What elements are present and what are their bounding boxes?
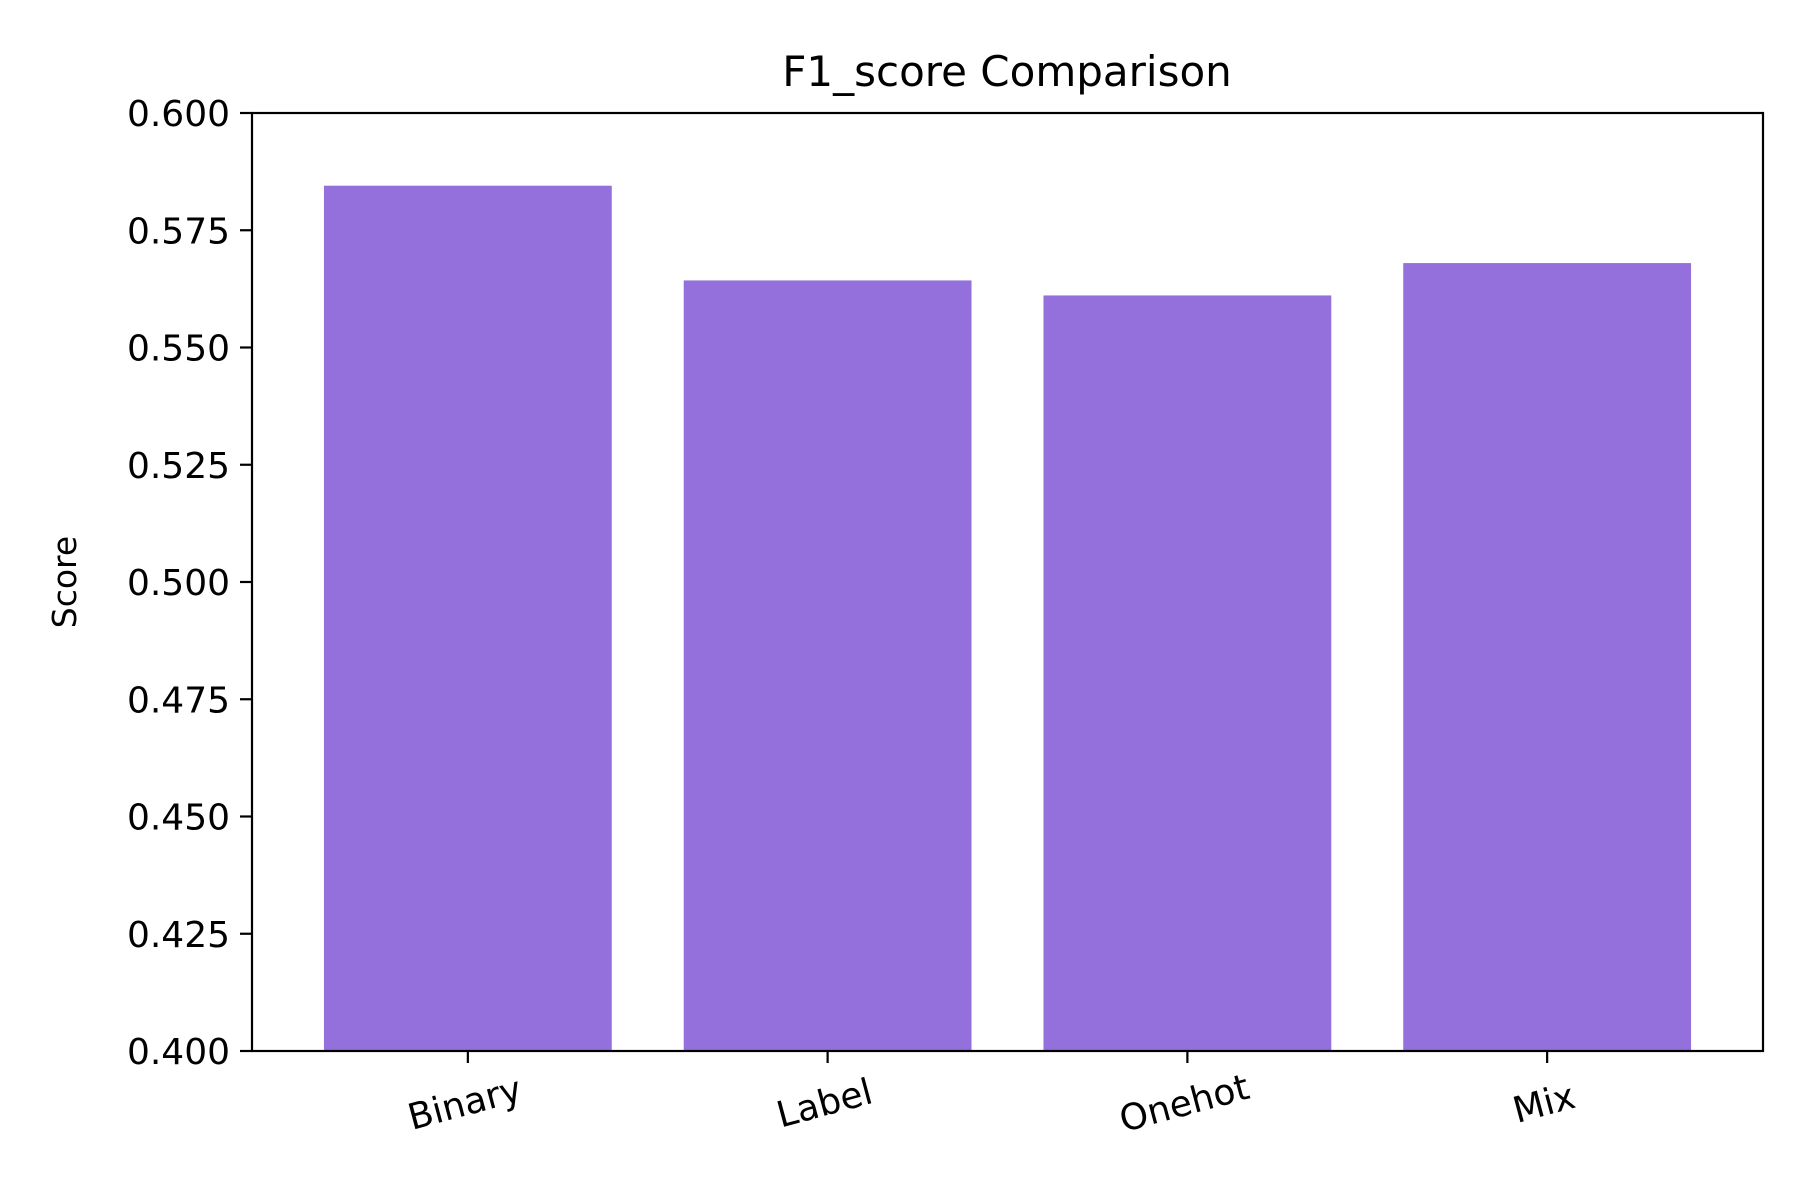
- y-axis: 0.400 0.425 0.450 0.475 0.500 0.525 0.550 0.575…: [127, 94, 252, 1073]
- y-axis-label: Score: [45, 536, 84, 628]
- y-tick-label: 0.450: [127, 798, 230, 839]
- bars-layer: [323, 185, 1692, 1052]
- y-tick-label: 0.400: [127, 1032, 230, 1073]
- bar-label: [683, 280, 972, 1052]
- y-tick-label: 0.525: [127, 446, 230, 487]
- y-tick-label: 0.500: [127, 563, 230, 604]
- y-tick-label: 0.600: [127, 94, 230, 135]
- y-tick-label: 0.550: [127, 329, 230, 370]
- y-tick-label: 0.475: [127, 680, 230, 721]
- bar-onehot: [1043, 295, 1332, 1051]
- chart-title: F1_score Comparison: [782, 47, 1232, 96]
- y-tick-label: 0.575: [127, 211, 230, 252]
- y-tick-label: 0.425: [127, 915, 230, 956]
- bar-mix: [1403, 263, 1692, 1052]
- bar-binary: [323, 185, 612, 1051]
